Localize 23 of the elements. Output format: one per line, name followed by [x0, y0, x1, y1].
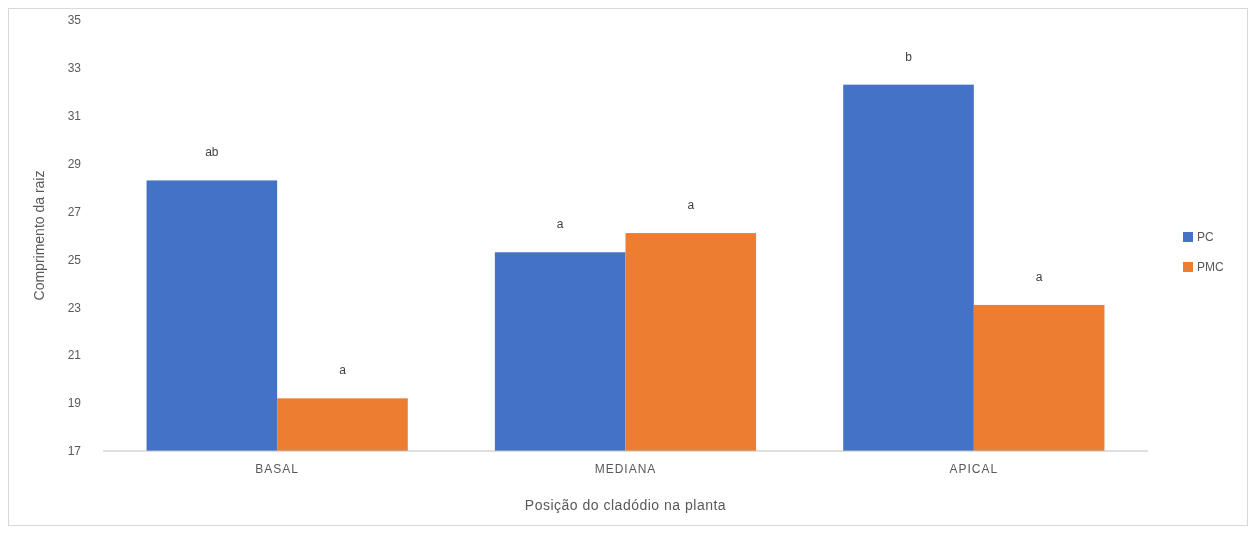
y-tick-label: 33: [67, 61, 82, 76]
annotation: b: [905, 49, 913, 64]
x-tick-label: BASAL: [255, 462, 300, 476]
y-tick-label: 25: [67, 252, 82, 267]
annotation: a: [556, 217, 564, 232]
x-axis-title: Posição do cladódio na planta: [524, 497, 727, 513]
x-tick-label: APICAL: [949, 462, 999, 476]
y-tick-label: 19: [67, 396, 82, 411]
y-tick-label: 27: [67, 204, 82, 219]
x-tick-label: MEDIANA: [594, 462, 657, 476]
y-tick-label: 31: [67, 108, 82, 123]
y-tick-label: 29: [67, 156, 82, 171]
annotation: a: [339, 363, 347, 378]
annotation: a: [687, 198, 695, 213]
annotation: a: [1035, 269, 1043, 284]
y-tick-label: 23: [67, 300, 82, 315]
y-tick-label: 35: [67, 13, 82, 28]
y-axis-title: Comprimento da raiz: [31, 170, 47, 301]
annotation: ab: [205, 145, 219, 160]
y-tick-label: 21: [67, 348, 82, 363]
y-tick-label: 17: [67, 444, 82, 459]
legend-label: PC: [1197, 230, 1214, 245]
legend-label: PMC: [1197, 260, 1224, 275]
